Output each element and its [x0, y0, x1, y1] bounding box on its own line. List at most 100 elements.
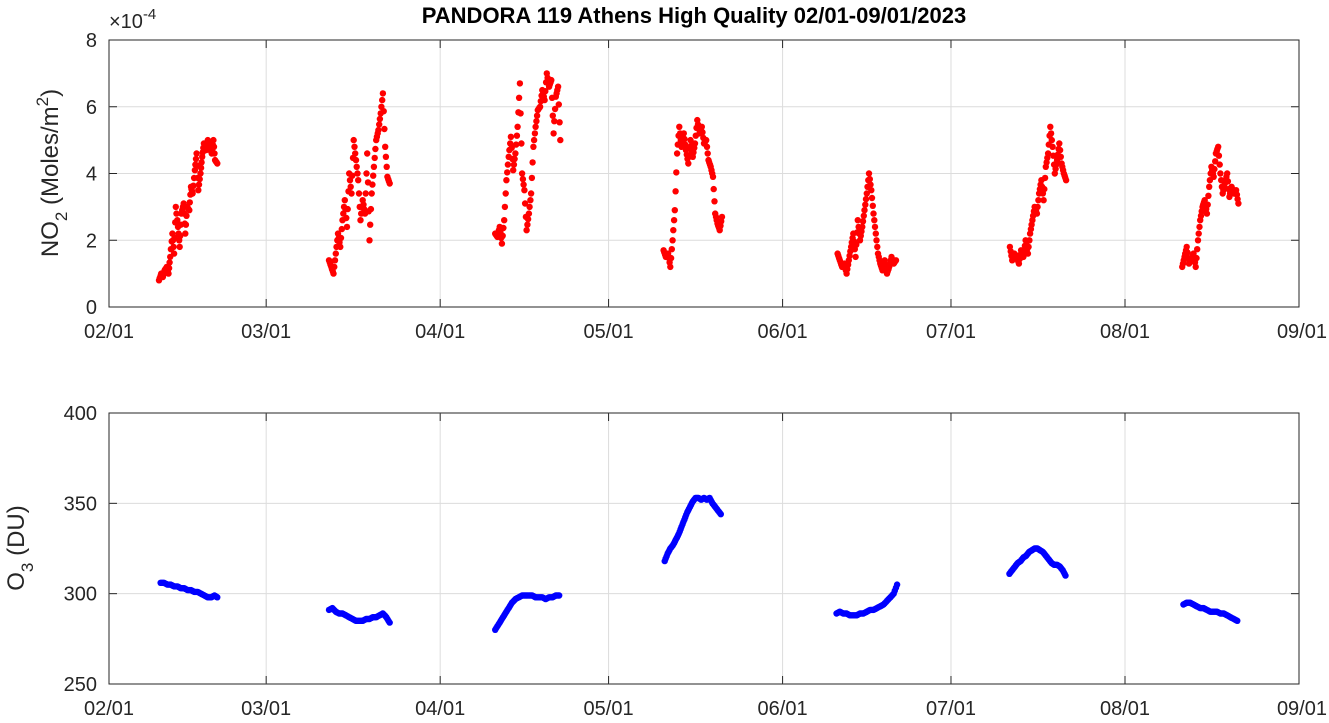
- no2-point: [1210, 173, 1217, 180]
- no2-point: [670, 217, 678, 224]
- no2-point: [1224, 178, 1232, 185]
- no2-x-axis: 02/01 03/01 04/01 05/01 06/01 07/01 08/01 09/01: [84, 40, 1327, 343]
- no2-point: [533, 112, 541, 119]
- o3-y-axis: 250 300 350 400: [64, 403, 1299, 696]
- no2-point: [355, 177, 362, 184]
- no2-panel: 0 2 4 6 8 02/01 03/01 04/01 05/01 06/01 07/01 08/0…: [33, 6, 1327, 343]
- no2-point: [195, 181, 203, 188]
- no2-point: [341, 197, 348, 204]
- no2-xtick-label-3: 05/01: [584, 321, 634, 343]
- no2-point: [211, 150, 218, 157]
- no2-point: [551, 105, 559, 113]
- o3-x-axis: 02/01 03/01 04/01 05/01 06/01 07/01 08/01 09/01: [84, 413, 1327, 720]
- o3-xtick-label-4: 06/01: [758, 698, 808, 720]
- no2-point: [183, 212, 190, 219]
- no2-point: [527, 190, 535, 197]
- no2-point: [337, 234, 345, 242]
- no2-ylabel-part-0: NO: [37, 221, 64, 257]
- no2-point: [685, 160, 692, 167]
- no2-point: [380, 108, 387, 115]
- no2-point: [165, 264, 173, 272]
- no2-xtick-label-7: 09/01: [1277, 321, 1327, 343]
- no2-point: [510, 167, 517, 174]
- o3-ytick-label-1: 300: [64, 584, 97, 606]
- no2-point: [1047, 130, 1055, 137]
- o3-y-axis-label: O3 (DU): [3, 505, 37, 590]
- no2-point: [197, 170, 204, 177]
- no2-point: [197, 164, 205, 172]
- no2-xtick-label-1: 03/01: [241, 321, 291, 343]
- no2-point: [347, 183, 354, 190]
- no2-y-exponent: ×10-4: [109, 6, 156, 33]
- no2-point: [362, 190, 369, 197]
- no2-point: [170, 243, 177, 251]
- no2-point: [698, 123, 705, 130]
- no2-point: [502, 190, 509, 197]
- no2-point: [673, 150, 681, 157]
- o3-ylabel-part-0: O: [3, 572, 30, 591]
- no2-point: [210, 136, 217, 144]
- no2-point: [331, 263, 338, 271]
- no2-point: [862, 201, 869, 208]
- no2-point: [516, 80, 524, 87]
- no2-series: [155, 70, 1242, 284]
- no2-point: [673, 169, 680, 176]
- no2-point: [189, 190, 196, 197]
- no2-point: [182, 221, 190, 228]
- no2-point: [872, 230, 879, 237]
- no2-point: [332, 250, 339, 257]
- no2-point: [173, 210, 180, 217]
- no2-point: [386, 180, 393, 187]
- no2-point: [529, 159, 536, 166]
- no2-point: [699, 129, 706, 136]
- no2-point: [512, 141, 520, 148]
- no2-ytick-label-4: 8: [86, 30, 97, 52]
- no2-point: [370, 163, 378, 170]
- o3-point: [1062, 572, 1069, 579]
- no2-point: [210, 143, 218, 150]
- no2-segment-5: [1006, 123, 1070, 267]
- no2-point: [1034, 203, 1041, 211]
- no2-point: [174, 217, 181, 224]
- no2-point: [867, 181, 874, 188]
- no2-point: [521, 200, 529, 207]
- no2-point: [1025, 243, 1032, 251]
- no2-point: [338, 225, 345, 233]
- no2-point: [512, 150, 519, 157]
- no2-point: [370, 172, 377, 179]
- no2-point: [382, 153, 390, 160]
- no2-ytick-label-0: 0: [86, 297, 97, 319]
- no2-point: [177, 232, 184, 239]
- no2-y-axis: 0 2 4 6 8: [86, 30, 1299, 319]
- no2-point: [1041, 185, 1048, 193]
- no2-xtick-label-0: 02/01: [84, 321, 134, 343]
- no2-point: [873, 237, 880, 244]
- no2-point: [1020, 253, 1027, 261]
- no2-point: [852, 253, 859, 261]
- o3-panel: 250 300 350 400 02/01 03/01 04/01 05/01 06/01 07…: [3, 403, 1327, 720]
- o3-plot-area: [108, 412, 1300, 685]
- no2-point: [1035, 197, 1042, 204]
- no2-point: [531, 130, 539, 137]
- o3-xtick-label-7: 09/01: [1277, 698, 1327, 720]
- no2-point: [871, 217, 878, 224]
- no2-point: [667, 254, 675, 262]
- no2-xtick-label-4: 06/01: [758, 321, 808, 343]
- no2-point: [524, 221, 531, 228]
- no2-point: [366, 237, 373, 244]
- no2-point: [536, 103, 544, 111]
- no2-point: [1195, 230, 1202, 237]
- o3-point: [717, 511, 724, 518]
- no2-point: [500, 224, 507, 232]
- o3-point: [1234, 617, 1241, 624]
- no2-point: [371, 154, 378, 162]
- no2-point: [527, 197, 534, 204]
- no2-point: [351, 143, 358, 150]
- no2-point: [376, 121, 383, 128]
- no2-point: [330, 270, 337, 277]
- o3-xtick-label-3: 05/01: [584, 698, 634, 720]
- no2-point: [671, 207, 678, 214]
- no2-ylabel-part-4: ): [37, 89, 64, 97]
- no2-point: [668, 246, 675, 253]
- no2-xtick-label-2: 04/01: [415, 321, 465, 343]
